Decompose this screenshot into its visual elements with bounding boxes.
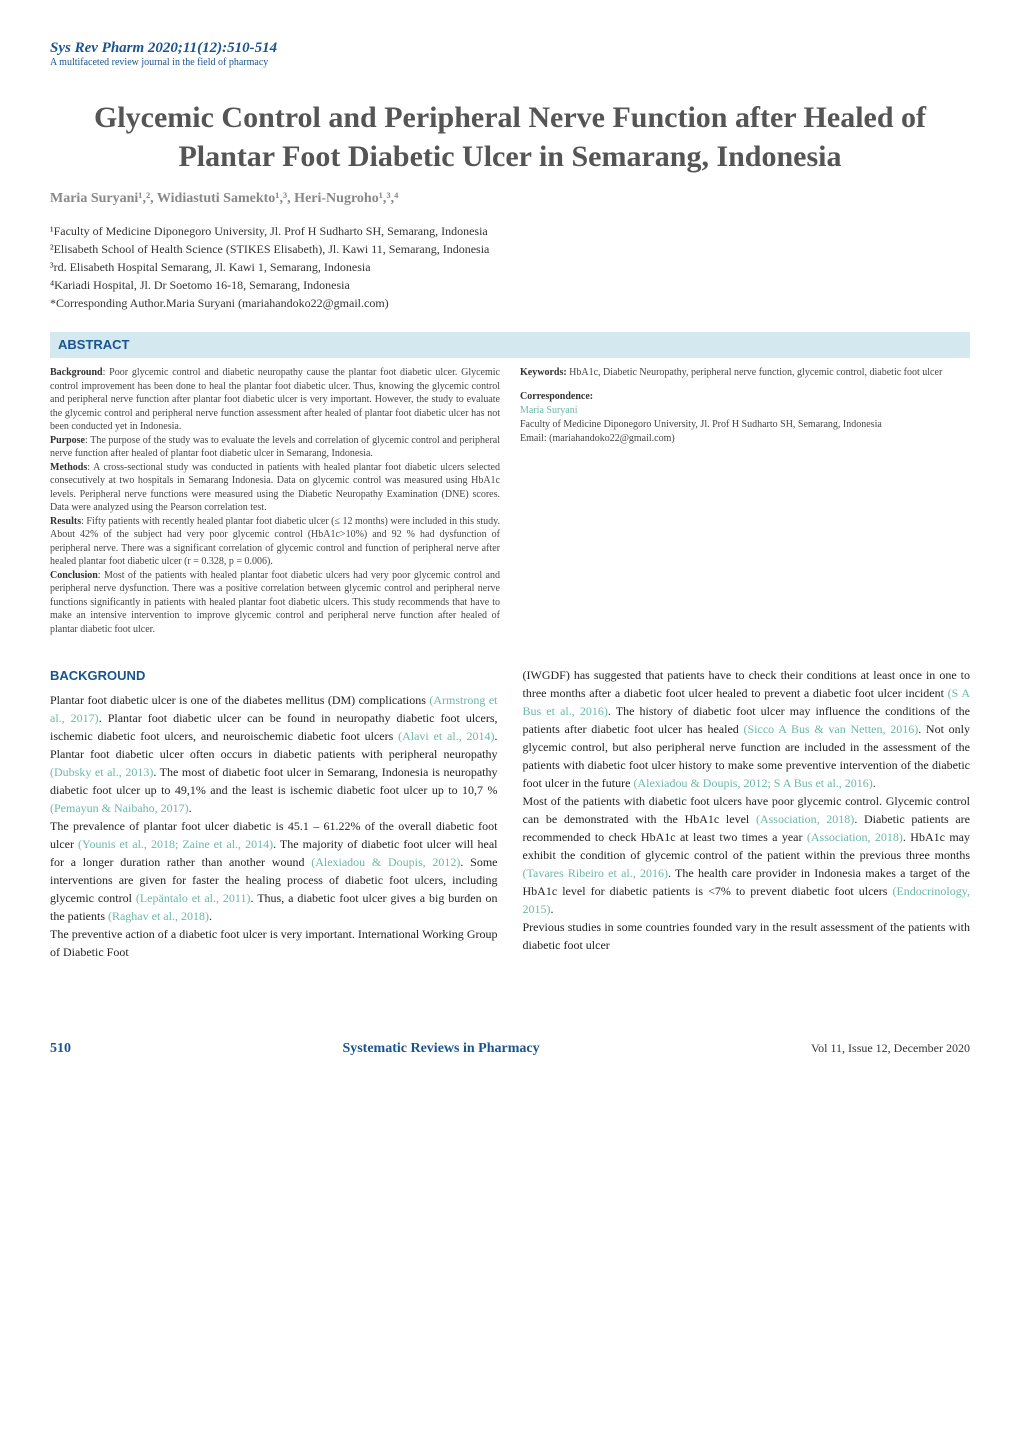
left-column: BACKGROUND Plantar foot diabetic ulcer i… — [50, 666, 498, 961]
paragraph: The prevalence of plantar foot ulcer dia… — [50, 817, 498, 925]
citation: (Tavares Ribeiro et al., 2016) — [523, 866, 669, 880]
background-text: : Poor glycemic control and diabetic neu… — [50, 367, 500, 432]
affiliation-1: ¹Faculty of Medicine Diponegoro Universi… — [50, 222, 970, 240]
citation: (Alavi et al., 2014) — [398, 729, 494, 743]
citation: (Association, 2018) — [807, 830, 903, 844]
background-label: Background — [50, 367, 103, 378]
footer: 510 Systematic Reviews in Pharmacy Vol 1… — [0, 1041, 1020, 1087]
main-content: BACKGROUND Plantar foot diabetic ulcer i… — [50, 666, 970, 961]
citation: (Association, 2018) — [756, 812, 854, 826]
authors: Maria Suryani¹,², Widiastuti Samekto¹,³,… — [50, 191, 970, 207]
correspondence-address: Faculty of Medicine Diponegoro Universit… — [520, 419, 882, 430]
journal-title: Sys Rev Pharm 2020;11(12):510-514 — [50, 40, 970, 57]
citation: (Lepäntalo et al., 2011) — [136, 891, 251, 905]
affiliation-2: ²Elisabeth School of Health Science (STI… — [50, 240, 970, 258]
journal-header: Sys Rev Pharm 2020;11(12):510-514 A mult… — [50, 40, 970, 68]
citation: (Raghav et al., 2018) — [108, 909, 209, 923]
abstract-label: ABSTRACT — [58, 337, 130, 352]
conclusion-text: : Most of the patients with healed plant… — [50, 570, 500, 635]
keywords-label: Keywords: — [520, 367, 567, 378]
right-column: (IWGDF) has suggested that patients have… — [523, 666, 971, 961]
paragraph: Previous studies in some countries found… — [523, 918, 971, 954]
keywords-text: HbA1c, Diabetic Neuropathy, peripheral n… — [567, 367, 943, 378]
methods-label: Methods — [50, 462, 87, 473]
citation: (Sicco A Bus & van Netten, 2016) — [744, 722, 919, 736]
citation: (Pemayun & Naibaho, 2017) — [50, 801, 189, 815]
paragraph: Plantar foot diabetic ulcer is one of th… — [50, 691, 498, 817]
paragraph: The preventive action of a diabetic foot… — [50, 925, 498, 961]
abstract-header: ABSTRACT — [50, 332, 970, 358]
correspondence-name: Maria Suryani — [520, 405, 578, 416]
results-text: : Fifty patients with recently healed pl… — [50, 516, 500, 568]
abstract-sidebar: Keywords: HbA1c, Diabetic Neuropathy, pe… — [520, 366, 970, 636]
page-number: 510 — [50, 1041, 71, 1057]
citation: (Alexiadou & Doupis, 2012; S A Bus et al… — [633, 776, 872, 790]
citation: (Dubsky et al., 2013) — [50, 765, 153, 779]
affiliations: ¹Faculty of Medicine Diponegoro Universi… — [50, 222, 970, 312]
abstract-section: ABSTRACT Background: Poor glycemic contr… — [50, 332, 970, 636]
abstract-text: Background: Poor glycemic control and di… — [50, 366, 500, 636]
article-title: Glycemic Control and Peripheral Nerve Fu… — [50, 98, 970, 176]
citation: (Younis et al., 2018; Zaine et al., 2014… — [78, 837, 273, 851]
citation: (Alexiadou & Doupis, 2012) — [311, 855, 460, 869]
affiliation-4: ⁴Kariadi Hospital, Jl. Dr Soetomo 16-18,… — [50, 276, 970, 294]
purpose-label: Purpose — [50, 435, 85, 446]
purpose-text: : The purpose of the study was to evalua… — [50, 435, 500, 460]
footer-issue: Vol 11, Issue 12, December 2020 — [811, 1041, 970, 1056]
methods-text: : A cross-sectional study was conducted … — [50, 462, 500, 514]
conclusion-label: Conclusion — [50, 570, 98, 581]
background-heading: BACKGROUND — [50, 666, 498, 686]
correspondence-email: Email: (mariahandoko22@gmail.com) — [520, 433, 675, 444]
footer-journal: Systematic Reviews in Pharmacy — [342, 1041, 539, 1057]
affiliation-3: ³rd. Elisabeth Hospital Semarang, Jl. Ka… — [50, 258, 970, 276]
corresponding-author: *Corresponding Author.Maria Suryani (mar… — [50, 294, 970, 312]
paragraph: (IWGDF) has suggested that patients have… — [523, 666, 971, 792]
journal-subtitle: A multifaceted review journal in the fie… — [50, 57, 970, 68]
paragraph: Most of the patients with diabetic foot … — [523, 792, 971, 918]
results-label: Results — [50, 516, 81, 527]
correspondence-label: Correspondence: — [520, 390, 970, 404]
